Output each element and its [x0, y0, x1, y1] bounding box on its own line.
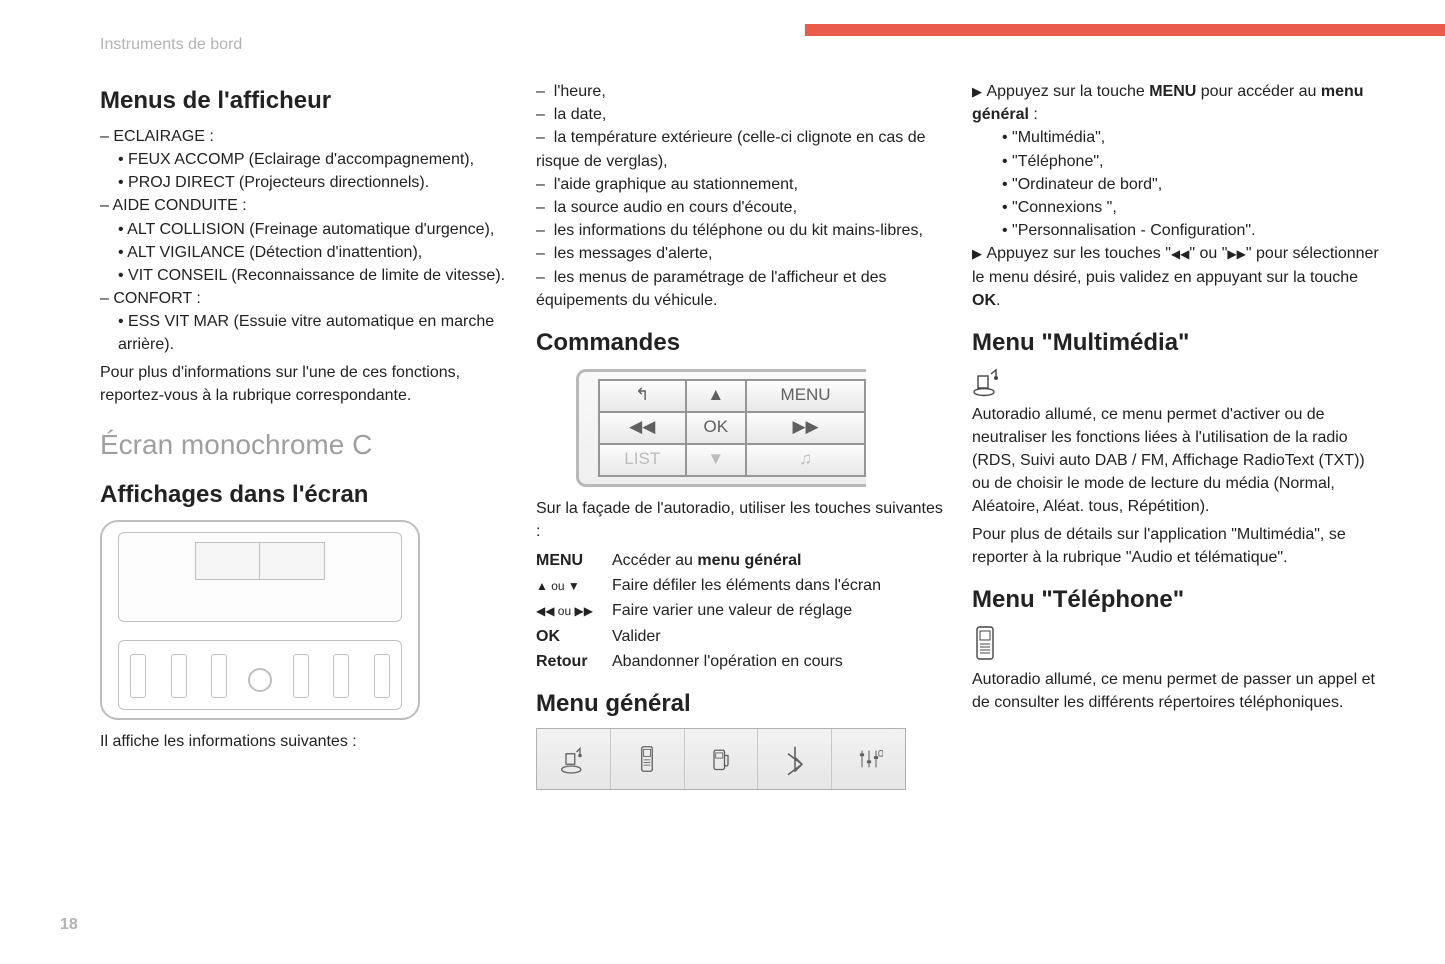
command-desc: Accéder au menu général	[612, 549, 801, 572]
list-item: – les messages d'alerte,	[536, 242, 944, 265]
screen-c-illustration	[100, 520, 508, 720]
step-1: Appuyez sur la touche MENU pour accéder …	[972, 80, 1380, 126]
telephone-icon	[972, 624, 1380, 662]
media-icon	[537, 729, 611, 789]
bluetooth-icon	[758, 729, 832, 789]
key-prev: ◀◀	[599, 412, 686, 444]
heading-menu-general: Menu général	[536, 687, 944, 722]
menu-general-bar	[536, 728, 906, 790]
list-item: – les menus de paramétrage de l'afficheu…	[536, 266, 944, 312]
list-item: FEUX ACCOMP (Eclairage d'accompagnement)…	[118, 148, 508, 171]
list-item: – la date,	[536, 103, 944, 126]
command-key: MENU	[536, 549, 600, 572]
section-label: CONFORT : ESS VIT MAR (Essuie vitre auto…	[100, 287, 508, 357]
column-2: – l'heure, – la date, – la température e…	[536, 80, 944, 796]
commands-table: MENU Accéder au menu général ▲ ou ▼ Fair…	[536, 549, 944, 673]
key-music: ♫	[746, 444, 865, 476]
list-item: "Personnalisation - Configuration".	[1002, 219, 1380, 242]
list-item: – les informations du téléphone ou du ki…	[536, 219, 944, 242]
column-3: Appuyez sur la touche MENU pour accéder …	[972, 80, 1380, 796]
command-desc: Valider	[612, 625, 661, 648]
page-number: 18	[60, 916, 78, 934]
column-1: Menus de l'afficheur ECLAIRAGE : FEUX AC…	[100, 80, 508, 796]
accent-bar	[805, 24, 1445, 36]
key-list: LIST	[599, 444, 686, 476]
heading-commandes: Commandes	[536, 326, 944, 361]
command-desc: Faire varier une valeur de réglage	[612, 599, 852, 622]
paragraph: Pour plus d'informations sur l'une de ce…	[100, 361, 508, 407]
list-item: "Ordinateur de bord",	[1002, 173, 1380, 196]
phone-icon	[611, 729, 685, 789]
command-row: Retour Abandonner l'opération en cours	[536, 650, 944, 673]
list-item: VIT CONSEIL (Reconnaissance de limite de…	[118, 264, 508, 287]
keypad-illustration: ↰ ▲ MENU ◀◀ OK ▶▶ LIST ▼ ♫	[576, 369, 866, 487]
key-next: ▶▶	[746, 412, 865, 444]
command-row: OK Valider	[536, 625, 944, 648]
section-label: AIDE CONDUITE : ALT COLLISION (Freinage …	[100, 194, 508, 287]
info-list: – l'heure, – la date, – la température e…	[536, 80, 944, 312]
multimedia-icon	[972, 367, 1380, 397]
key-down: ▼	[686, 444, 747, 476]
list-item: "Multimédia",	[1002, 126, 1380, 149]
heading-menu-multimedia: Menu "Multimédia"	[972, 326, 1380, 361]
command-key: Retour	[536, 650, 600, 673]
key-up: ▲	[686, 380, 747, 412]
list-item: ESS VIT MAR (Essuie vitre automatique en…	[118, 310, 508, 356]
paragraph: Autoradio allumé, ce menu permet de pass…	[972, 668, 1380, 714]
paragraph: Autoradio allumé, ce menu permet d'activ…	[972, 403, 1380, 519]
command-row: ◀◀ ou ▶▶ Faire varier une valeur de régl…	[536, 599, 944, 622]
list-item: PROJ DIRECT (Projecteurs directionnels).	[118, 171, 508, 194]
command-key: OK	[536, 625, 600, 648]
paragraph: Pour plus de détails sur l'application "…	[972, 523, 1380, 569]
command-desc: Abandonner l'opération en cours	[612, 650, 843, 673]
list-item: ALT COLLISION (Freinage automatique d'ur…	[118, 218, 508, 241]
list-item: – la température extérieure (celle-ci cl…	[536, 126, 944, 172]
command-key: ◀◀ ou ▶▶	[536, 599, 600, 622]
heading-affichages: Affichages dans l'écran	[100, 478, 508, 513]
list-item: – la source audio en cours d'écoute,	[536, 196, 944, 219]
command-row: MENU Accéder au menu général	[536, 549, 944, 572]
menu-options-list: "Multimédia", "Téléphone", "Ordinateur d…	[972, 126, 1380, 242]
key-ok: OK	[686, 412, 747, 444]
trip-computer-icon	[685, 729, 759, 789]
step-2: Appuyez sur les touches "◀◀" ou "▶▶" pou…	[972, 242, 1380, 312]
key-back: ↰	[599, 380, 686, 412]
list-item: "Connexions ",	[1002, 196, 1380, 219]
heading-menu-telephone: Menu "Téléphone"	[972, 583, 1380, 618]
content-columns: Menus de l'afficheur ECLAIRAGE : FEUX AC…	[100, 80, 1380, 796]
command-desc: Faire défiler les éléments dans l'écran	[612, 574, 881, 597]
heading-menus-afficheur: Menus de l'afficheur	[100, 84, 508, 119]
list-item: ALT VIGILANCE (Détection d'inattention),	[118, 241, 508, 264]
section-label: ECLAIRAGE : FEUX ACCOMP (Eclairage d'acc…	[100, 125, 508, 195]
triangle-icon	[972, 245, 982, 262]
command-key: ▲ ou ▼	[536, 574, 600, 597]
breadcrumb: Instruments de bord	[100, 36, 242, 54]
list-item: "Téléphone",	[1002, 150, 1380, 173]
paragraph: Sur la façade de l'autoradio, utiliser l…	[536, 497, 944, 543]
list-item: – l'aide graphique au stationnement,	[536, 173, 944, 196]
list-item: – l'heure,	[536, 80, 944, 103]
paragraph: Il affiche les informations suivantes :	[100, 730, 508, 753]
heading-ecran-monochrome: Écran monochrome C	[100, 425, 508, 466]
settings-sliders-icon	[832, 729, 905, 789]
key-menu: MENU	[746, 380, 865, 412]
triangle-icon	[972, 83, 982, 100]
command-row: ▲ ou ▼ Faire défiler les éléments dans l…	[536, 574, 944, 597]
section-eclairage: ECLAIRAGE : FEUX ACCOMP (Eclairage d'acc…	[100, 125, 508, 357]
